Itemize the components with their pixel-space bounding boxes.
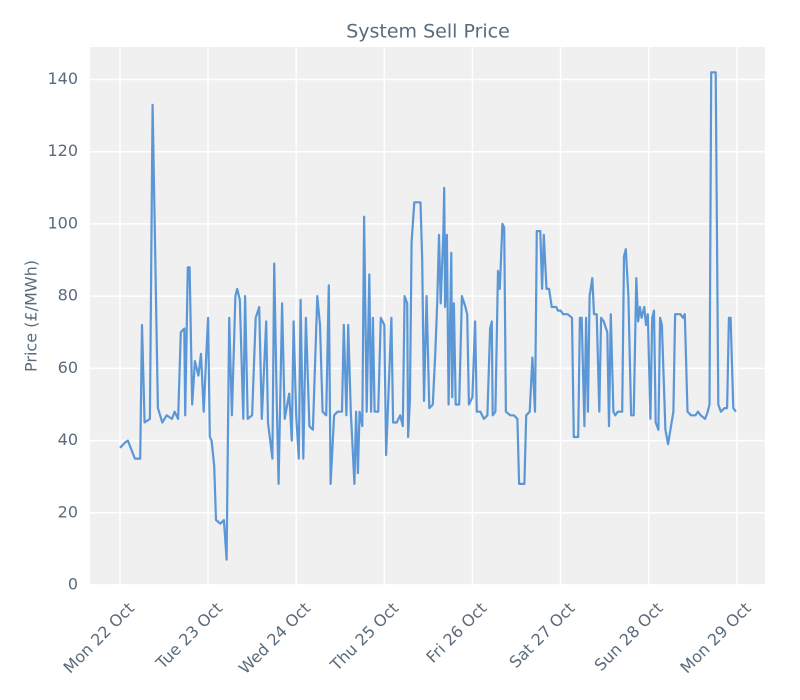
y-tick-label: 120 xyxy=(47,141,78,160)
price-line xyxy=(119,71,737,561)
y-tick-label: 140 xyxy=(47,69,78,88)
x-tick-label: Sat 27 Oct xyxy=(505,599,578,672)
x-tick-label: Thu 25 Oct xyxy=(326,599,403,676)
y-tick-label: 0 xyxy=(68,575,78,594)
x-tick-label: Mon 29 Oct xyxy=(676,599,754,677)
y-tick-label: 80 xyxy=(58,286,78,305)
x-tick-label: Tue 23 Oct xyxy=(151,599,226,674)
x-tick-label: Wed 24 Oct xyxy=(235,599,314,678)
x-tick-label: Fri 26 Oct xyxy=(422,599,490,667)
x-tick-label: Mon 22 Oct xyxy=(60,599,138,677)
y-tick-label: 20 xyxy=(58,502,78,521)
y-tick-label: 60 xyxy=(58,358,78,377)
y-axis-label: Price (£/MWh) xyxy=(22,260,41,372)
x-tick-label: Sun 28 Oct xyxy=(591,599,667,675)
y-tick-label: 40 xyxy=(58,430,78,449)
y-tick-label: 100 xyxy=(47,213,78,232)
chart-title: System Sell Price xyxy=(346,21,510,43)
